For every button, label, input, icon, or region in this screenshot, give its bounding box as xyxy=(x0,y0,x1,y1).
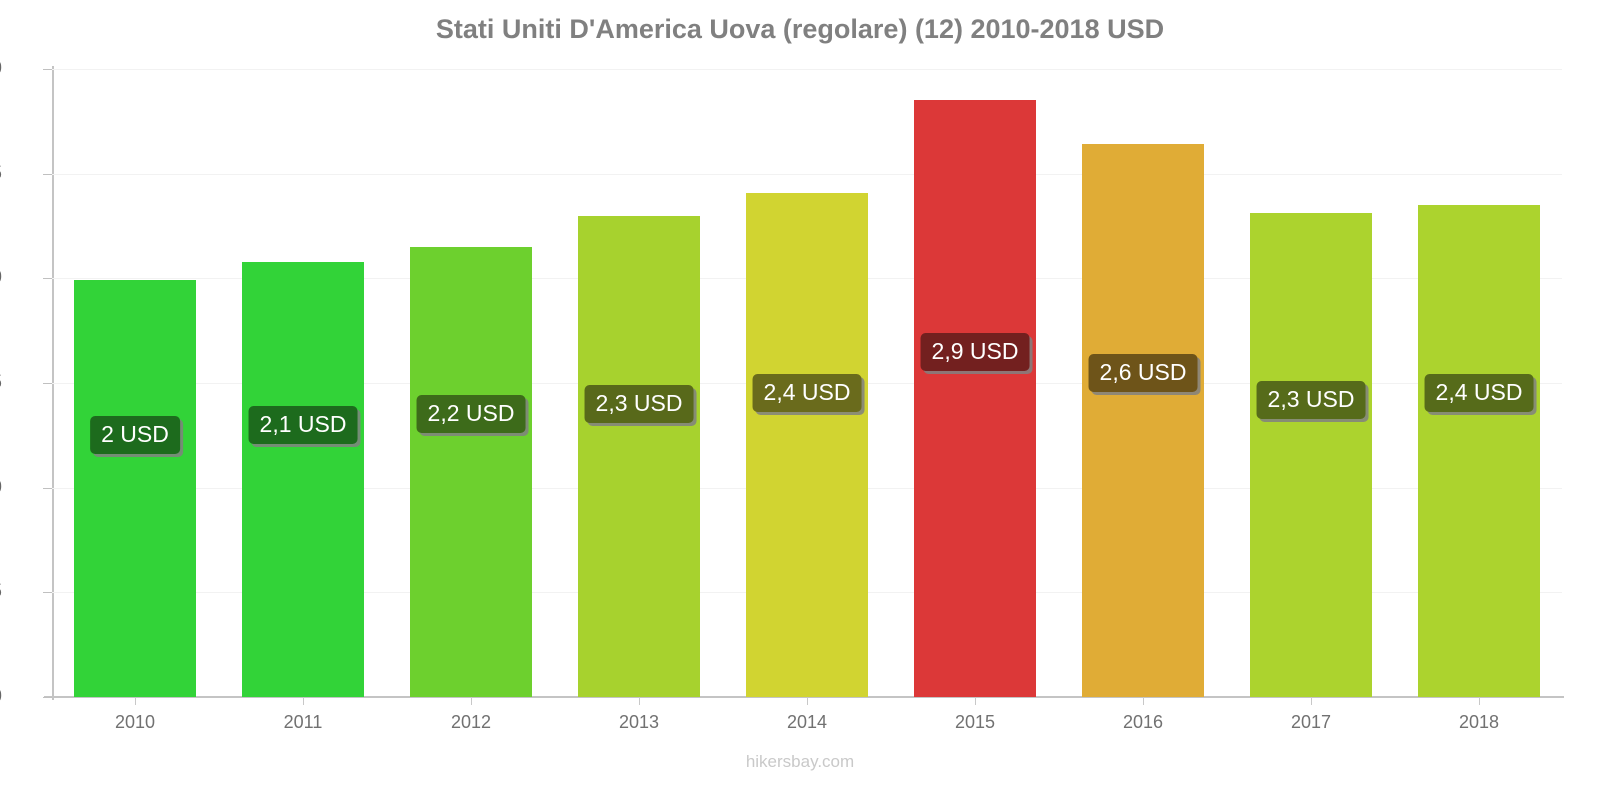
y-axis-tick-label: 0 xyxy=(0,686,2,708)
x-axis-tick-mark xyxy=(807,697,808,705)
bar[interactable]: 2,4 USD xyxy=(746,192,868,697)
gridline xyxy=(52,69,1562,70)
y-axis-tick-label: 1.5 xyxy=(0,372,2,394)
y-axis-tick-label: 1.0 xyxy=(0,477,2,499)
bar-value-label: 2 USD xyxy=(90,416,180,455)
plot-area: 3.0 2.5 2.0 1.5 1.0 0.5 0 2 USD 2,1 USD 2,2 USD 2… xyxy=(0,58,1562,707)
x-axis-tick-label: 2011 xyxy=(283,712,323,732)
x-axis-tick-label: 2012 xyxy=(450,712,492,732)
x-axis-tick-label: 2013 xyxy=(618,712,660,732)
y-axis-tick-mark xyxy=(43,383,52,384)
y-axis-tick-mark xyxy=(43,278,52,280)
gridline xyxy=(52,173,1562,175)
x-axis-tick-mark xyxy=(303,697,304,705)
x-axis-tick-label: 2018 xyxy=(1458,712,1500,732)
chart-title: Stati Uniti D'America Uova (regolare) (1… xyxy=(435,14,1165,44)
bar[interactable]: 2,1 USD xyxy=(242,261,364,697)
bar-value-label: 2,4 USD xyxy=(752,374,862,413)
y-axis-tick-mark xyxy=(43,173,52,175)
x-axis-tick-label: 2014 xyxy=(786,712,828,732)
x-axis-line xyxy=(44,696,1564,698)
y-axis-tick-mark xyxy=(43,69,52,70)
bar[interactable]: 2,4 USD xyxy=(1418,205,1540,697)
x-axis-tick-mark xyxy=(639,697,640,705)
x-axis-tick-mark xyxy=(1143,697,1144,705)
bar-value-label: 2,3 USD xyxy=(584,384,694,423)
x-axis-tick-mark xyxy=(975,697,976,705)
bar[interactable]: 2,3 USD xyxy=(1250,213,1372,697)
x-axis-tick-label: 2017 xyxy=(1290,712,1332,732)
x-axis-tick-mark xyxy=(135,697,136,705)
x-axis-tick-mark xyxy=(471,697,472,705)
bar[interactable]: 2,3 USD xyxy=(578,215,700,697)
y-axis-tick-label: 2.0 xyxy=(0,267,2,289)
x-axis-tick-label: 2010 xyxy=(114,712,156,732)
y-axis-tick-mark xyxy=(43,592,52,594)
bar-value-label: 2,2 USD xyxy=(416,395,526,434)
source-watermark: hikersbay.com xyxy=(745,752,855,771)
bar-value-label: 2,6 USD xyxy=(1088,353,1198,392)
y-axis-tick-label: 3.0 xyxy=(0,58,2,80)
x-axis-tick-mark xyxy=(1311,697,1312,705)
x-axis-tick-label: 2015 xyxy=(954,712,996,732)
bar-value-label: 2,1 USD xyxy=(248,405,358,444)
x-axis-tick-mark xyxy=(1479,697,1480,705)
bar-value-label: 2,9 USD xyxy=(920,332,1030,371)
y-axis-tick-label: 0.5 xyxy=(0,581,2,603)
bar[interactable]: 2,2 USD xyxy=(410,246,532,697)
bar[interactable]: 2,9 USD xyxy=(914,100,1036,697)
y-axis-tick-mark xyxy=(43,487,52,489)
bar-value-label: 2,3 USD xyxy=(1256,380,1366,419)
bar[interactable]: 2 USD xyxy=(74,280,196,697)
x-axis-tick-label: 2016 xyxy=(1122,712,1164,732)
bar[interactable]: 2,6 USD xyxy=(1082,144,1204,697)
y-axis-tick-mark xyxy=(43,697,52,698)
y-axis-tick-label: 2.5 xyxy=(0,163,2,185)
bar-value-label: 2,4 USD xyxy=(1424,374,1534,413)
